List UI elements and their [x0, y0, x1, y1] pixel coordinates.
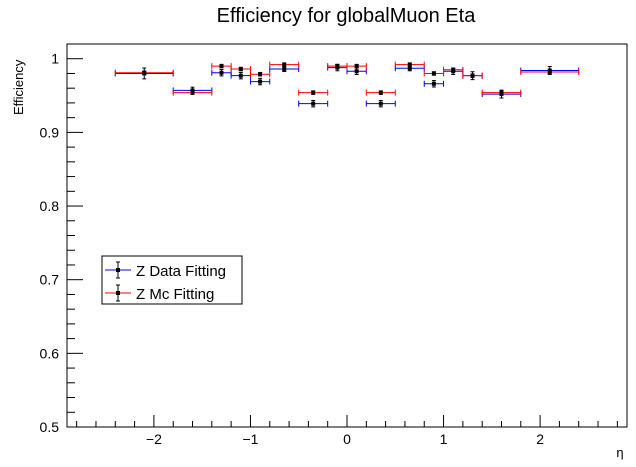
data-point: [365, 89, 396, 96]
legend-label-data: Z Data Fitting: [136, 263, 226, 280]
y-tick-label: 0.5: [40, 419, 60, 435]
legend-point: [116, 268, 120, 272]
y-tick-label: 1: [51, 51, 59, 67]
point-marker: [499, 90, 504, 95]
data-point: [172, 89, 213, 96]
y-tick-label: 0.6: [40, 345, 60, 361]
point-marker: [219, 70, 224, 75]
data-point: [462, 72, 483, 79]
data-point: [520, 68, 580, 75]
data-point: [249, 71, 271, 78]
data-point: [249, 77, 271, 86]
point-marker: [407, 62, 412, 67]
point-marker: [335, 64, 340, 69]
data-point: [346, 63, 367, 70]
y-tick-label: 0.9: [40, 124, 60, 140]
data-point: [394, 61, 425, 68]
legend-box: [101, 255, 243, 305]
point-marker: [142, 70, 147, 75]
chart-title: Efficiency for globalMuon Eta: [217, 5, 477, 27]
point-marker: [311, 90, 316, 95]
point-marker: [258, 79, 263, 84]
point-marker: [282, 62, 287, 67]
data-point: [365, 99, 396, 108]
x-tick-label: −2: [146, 431, 162, 447]
y-axis-label: Efficiency: [11, 59, 26, 115]
legend-marker-data: [105, 261, 131, 279]
y-tick-label: 0.8: [40, 198, 60, 214]
legend: Z Data Fitting Z Mc Fitting: [101, 255, 243, 305]
legend-point: [116, 291, 120, 295]
data-point: [346, 67, 367, 75]
series-layer: [114, 61, 580, 108]
data-point: [269, 61, 300, 68]
point-marker: [451, 67, 456, 72]
point-marker: [378, 101, 383, 106]
x-tick-label: 1: [440, 431, 448, 447]
x-axis-label: η: [616, 445, 623, 460]
data-point: [114, 69, 174, 76]
point-marker: [431, 81, 436, 86]
x-tick-label: 0: [343, 431, 351, 447]
point-marker: [354, 69, 359, 74]
point-marker: [258, 72, 263, 77]
data-point: [443, 66, 464, 73]
point-marker: [407, 66, 412, 71]
point-marker: [219, 64, 224, 69]
point-marker: [190, 90, 195, 95]
point-marker: [238, 67, 243, 72]
legend-label-mc: Z Mc Fitting: [136, 286, 214, 303]
point-marker: [311, 101, 316, 106]
point-marker: [238, 73, 243, 78]
point-marker: [470, 73, 475, 78]
point-marker: [354, 64, 359, 69]
data-point: [230, 66, 251, 73]
legend-marker-mc: [105, 284, 131, 302]
x-tick-label: −1: [242, 431, 258, 447]
legend-markers: [105, 261, 131, 302]
data-point: [298, 89, 329, 96]
data-point: [481, 89, 522, 96]
point-marker: [282, 67, 287, 72]
series-mc: [114, 61, 580, 96]
point-marker: [378, 90, 383, 95]
data-point: [423, 80, 445, 88]
y-tick-label: 0.7: [40, 272, 60, 288]
point-marker: [547, 69, 552, 74]
data-point: [298, 99, 329, 108]
axes-layer: −2 −1 0 1 2 0.5 0.6 0.7 0.8 0.9 1: [40, 43, 618, 447]
point-marker: [431, 71, 436, 76]
x-tick-label: 2: [536, 431, 544, 447]
